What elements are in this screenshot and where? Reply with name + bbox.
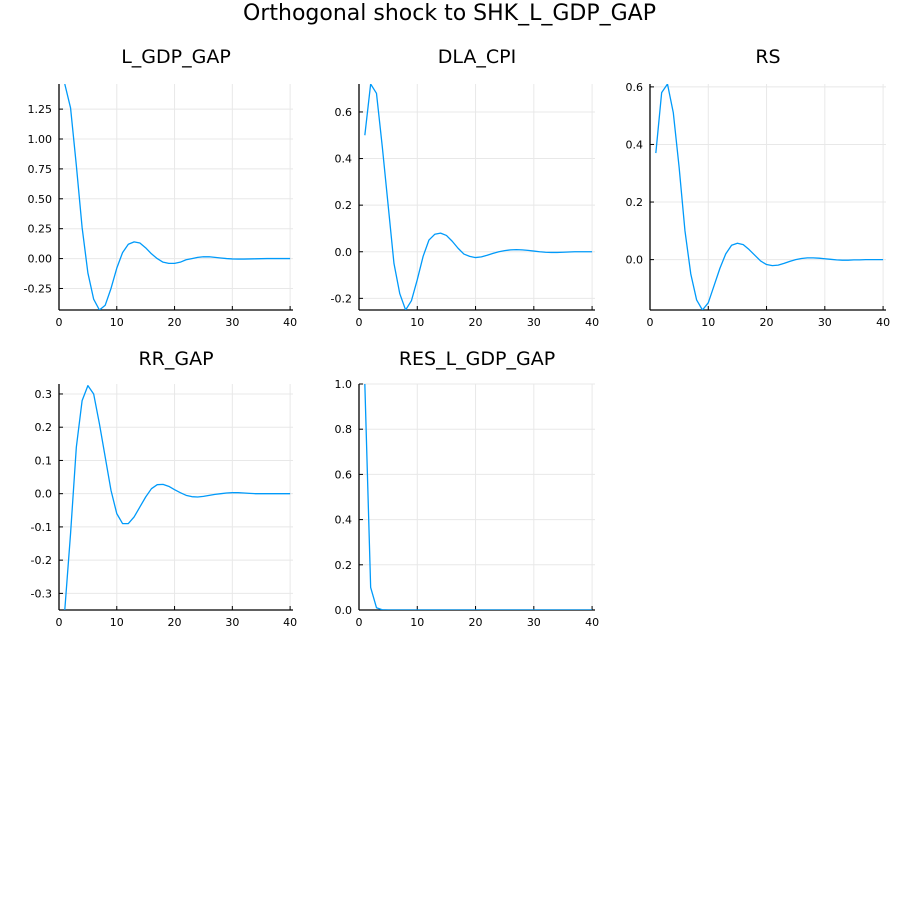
x-tick-label: 30 — [527, 616, 541, 629]
y-tick-label: 0.25 — [28, 223, 53, 236]
y-tick-label: -0.3 — [31, 587, 52, 600]
x-tick-label: 40 — [585, 616, 599, 629]
x-tick-label: 10 — [110, 316, 124, 329]
x-tick-label: 20 — [168, 616, 182, 629]
y-tick-label: 0.0 — [35, 488, 53, 501]
panel-title: RES_L_GDP_GAP — [399, 348, 555, 370]
series-line — [64, 385, 291, 610]
x-tick-label: 10 — [410, 316, 424, 329]
y-tick-label: 0.0 — [626, 254, 644, 267]
x-tick-label: 30 — [225, 316, 239, 329]
x-tick-label: 20 — [168, 316, 182, 329]
x-tick-label: 10 — [110, 616, 124, 629]
y-tick-label: 0.2 — [335, 559, 353, 572]
y-tick-label: 0.2 — [626, 196, 644, 209]
y-tick-label: -0.2 — [331, 292, 352, 305]
panel-title: RS — [755, 46, 780, 68]
y-tick-label: -0.1 — [31, 521, 52, 534]
y-tick-label: 0.3 — [35, 388, 53, 401]
y-tick-label: 0.0 — [335, 604, 353, 617]
panel-l-gdp-gap: L_GDP_GAP 0 10 20 30 40 -0.25 0.00 0.25 0.50 0.75 1… — [24, 46, 298, 329]
x-tick-label: 0 — [356, 616, 363, 629]
panel-res-l-gdp-gap: RES_L_GDP_GAP 0 10 20 30 40 0.0 0.2 0.4 0.6 0.8 1.0 — [335, 348, 600, 629]
x-tick-label: 40 — [876, 316, 890, 329]
x-tick-label: 0 — [356, 316, 363, 329]
x-tick-label: 0 — [56, 616, 63, 629]
x-tick-label: 30 — [527, 316, 541, 329]
y-tick-label: 0.0 — [335, 246, 353, 259]
y-tick-label: -0.2 — [31, 554, 52, 567]
y-tick-label: 0.4 — [335, 153, 353, 166]
y-tick-label: 0.50 — [28, 193, 53, 206]
y-tick-label: 1.25 — [28, 103, 53, 116]
x-tick-label: 20 — [469, 316, 483, 329]
y-tick-label: 0.4 — [335, 514, 353, 527]
x-tick-label: 40 — [585, 316, 599, 329]
y-tick-label: 0.1 — [35, 454, 53, 467]
y-tick-label: 0.6 — [335, 106, 353, 119]
x-tick-label: 30 — [225, 616, 239, 629]
series-line — [364, 84, 593, 310]
x-tick-label: 0 — [647, 316, 654, 329]
y-tick-label: 0.8 — [335, 423, 353, 436]
panel-dla-cpi: DLA_CPI 0 10 20 30 40 -0.2 0.0 0.2 0.4 0.6 — [331, 46, 600, 329]
y-tick-label: 0.00 — [28, 253, 53, 266]
figure-title: Orthogonal shock to SHK_L_GDP_GAP — [243, 1, 656, 26]
y-tick-label: 0.75 — [28, 163, 53, 176]
series-line — [364, 384, 593, 610]
x-tick-label: 20 — [760, 316, 774, 329]
panel-title: L_GDP_GAP — [121, 46, 231, 68]
y-tick-label: 1.0 — [335, 378, 353, 391]
y-tick-label: 0.4 — [626, 138, 644, 151]
panel-rs: RS 0 10 20 30 40 0.0 0.2 0.4 0.6 — [626, 46, 891, 329]
x-tick-label: 30 — [818, 316, 832, 329]
x-tick-label: 40 — [283, 316, 297, 329]
y-tick-label: 1.00 — [28, 133, 53, 146]
x-tick-label: 40 — [283, 616, 297, 629]
y-tick-label: 0.2 — [35, 421, 53, 434]
series-line — [64, 84, 291, 310]
y-tick-label: 0.2 — [335, 199, 353, 212]
x-tick-label: 0 — [56, 316, 63, 329]
panel-title: RR_GAP — [138, 348, 213, 370]
y-tick-label: -0.25 — [24, 282, 52, 295]
panel-title: DLA_CPI — [438, 46, 516, 68]
y-tick-label: 0.6 — [626, 81, 644, 94]
x-tick-label: 10 — [701, 316, 715, 329]
panel-rr-gap: RR_GAP 0 10 20 30 40 -0.3 -0.2 -0.1 0.0 0.1 0.2 0.3 — [31, 348, 298, 629]
x-tick-label: 10 — [410, 616, 424, 629]
series-line — [655, 84, 884, 310]
x-tick-label: 20 — [469, 616, 483, 629]
y-tick-label: 0.6 — [335, 468, 353, 481]
